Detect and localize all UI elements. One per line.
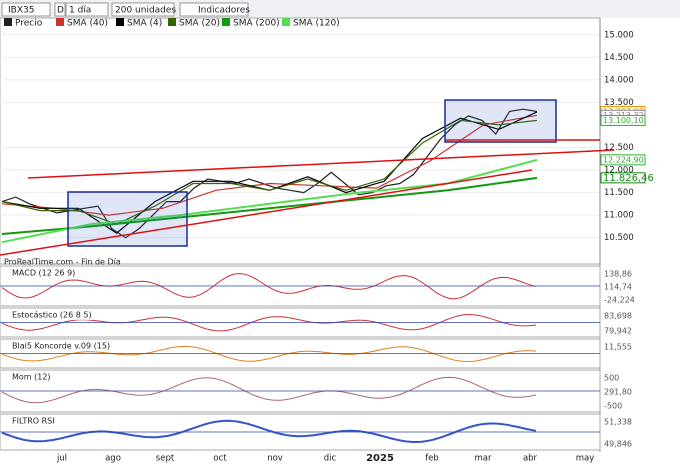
y-tick-label: 12.500: [604, 143, 634, 153]
series-line: [1, 114, 538, 216]
legend-swatch: [222, 18, 230, 26]
x-tick-label: mar: [475, 454, 492, 464]
price-label: 11.826,46: [603, 173, 654, 184]
y-tick-label: 10.500: [604, 233, 634, 243]
y-tick-label: 12.000: [604, 166, 634, 176]
y-tick-label: 14.000: [604, 75, 634, 85]
units-box[interactable]: [111, 2, 175, 17]
symbol-box[interactable]: [1, 2, 51, 17]
symbol: IBX35: [8, 6, 34, 16]
panel-value: 49,846: [604, 440, 632, 449]
legend-label: SMA (20): [179, 19, 220, 29]
panel-title-bg: [2, 268, 92, 278]
range-box: [444, 99, 557, 143]
price-label-box: [600, 114, 646, 126]
period-box[interactable]: [65, 2, 109, 17]
legend-swatch: [4, 18, 12, 26]
panel-title-bg: [2, 341, 92, 351]
panel-value: 11,555: [604, 343, 632, 352]
y-tick-label: 11.000: [604, 211, 634, 221]
price-label-box: [600, 154, 646, 166]
trend-line: [27, 149, 615, 179]
panel-title: Blai5 Koncorde v.09 (15): [12, 342, 110, 351]
panel-title: MACD (12 26 9): [12, 269, 75, 278]
legend-label: Precio: [15, 19, 43, 29]
panel-value: -500: [604, 402, 622, 411]
panel-title: Mom (12): [12, 373, 51, 382]
panel-value: 500: [604, 374, 619, 383]
period: 1 día: [69, 6, 91, 16]
panel-value: 291,80: [604, 388, 632, 397]
mode-box[interactable]: [54, 2, 66, 17]
x-tick-label: jul: [56, 454, 67, 464]
panel-title-bg: [2, 372, 92, 382]
panel-title-bg: [2, 310, 92, 320]
x-tick-label: may: [576, 454, 595, 464]
panel-value: 138,86: [604, 270, 632, 279]
indicator-curve: [1, 345, 537, 363]
watermark: ProRealTime.com - Fin de Día: [4, 258, 121, 267]
x-tick-label: sept: [156, 454, 175, 464]
legend-label: SMA (40): [67, 19, 108, 29]
indicator-curve: [1, 376, 537, 404]
legend-label: SMA (4): [127, 19, 162, 29]
units: 200 unidades: [115, 6, 176, 16]
price-label: 12.224,90: [603, 155, 644, 164]
y-tick-label: 15.000: [604, 30, 634, 40]
x-tick-label: oct: [213, 454, 227, 464]
indicator-curve: [1, 314, 537, 332]
indicator-curve: [1, 273, 537, 300]
price-label-box: [600, 172, 646, 184]
panel-title-bg: [2, 416, 92, 426]
x-tick-label: dic: [324, 454, 337, 464]
mode: D: [57, 6, 64, 16]
panel-value: 51,338: [604, 418, 632, 427]
x-tick-label: 2025: [366, 453, 394, 464]
y-tick-label: 13.500: [604, 98, 634, 108]
series-line: [1, 108, 538, 239]
panel-value: -24,224: [604, 296, 635, 305]
legend-label: SMA (200): [233, 19, 280, 29]
series-line: [1, 119, 538, 225]
legend-label: SMA (120): [293, 19, 340, 29]
x-tick-label: ago: [105, 454, 121, 464]
legend-swatch: [168, 18, 176, 26]
right-axis: [600, 18, 680, 465]
price-label: 13.100,10: [603, 116, 644, 125]
x-tick-label: abr: [523, 454, 538, 464]
panel-value: 79,942: [604, 327, 632, 336]
panel-value: 114,74: [604, 283, 632, 292]
range-box: [67, 191, 188, 247]
series-line: [1, 176, 538, 235]
indicators: Indicadores: [198, 6, 250, 16]
panel-value: 83,698: [604, 312, 632, 321]
y-tick-label: 11.500: [604, 188, 634, 198]
legend-swatch: [282, 18, 290, 26]
x-tick-label: feb: [425, 454, 439, 464]
panel-title: FILTRO RSI: [12, 417, 55, 426]
indicators-button[interactable]: [179, 2, 249, 17]
panel-title: Estocástico (26 8 5): [12, 311, 92, 320]
legend-swatch: [56, 18, 64, 26]
x-tick-label: nov: [267, 454, 283, 464]
legend-swatch: [116, 18, 124, 26]
trend-line: [0, 169, 533, 256]
y-tick-label: 14.500: [604, 53, 634, 63]
